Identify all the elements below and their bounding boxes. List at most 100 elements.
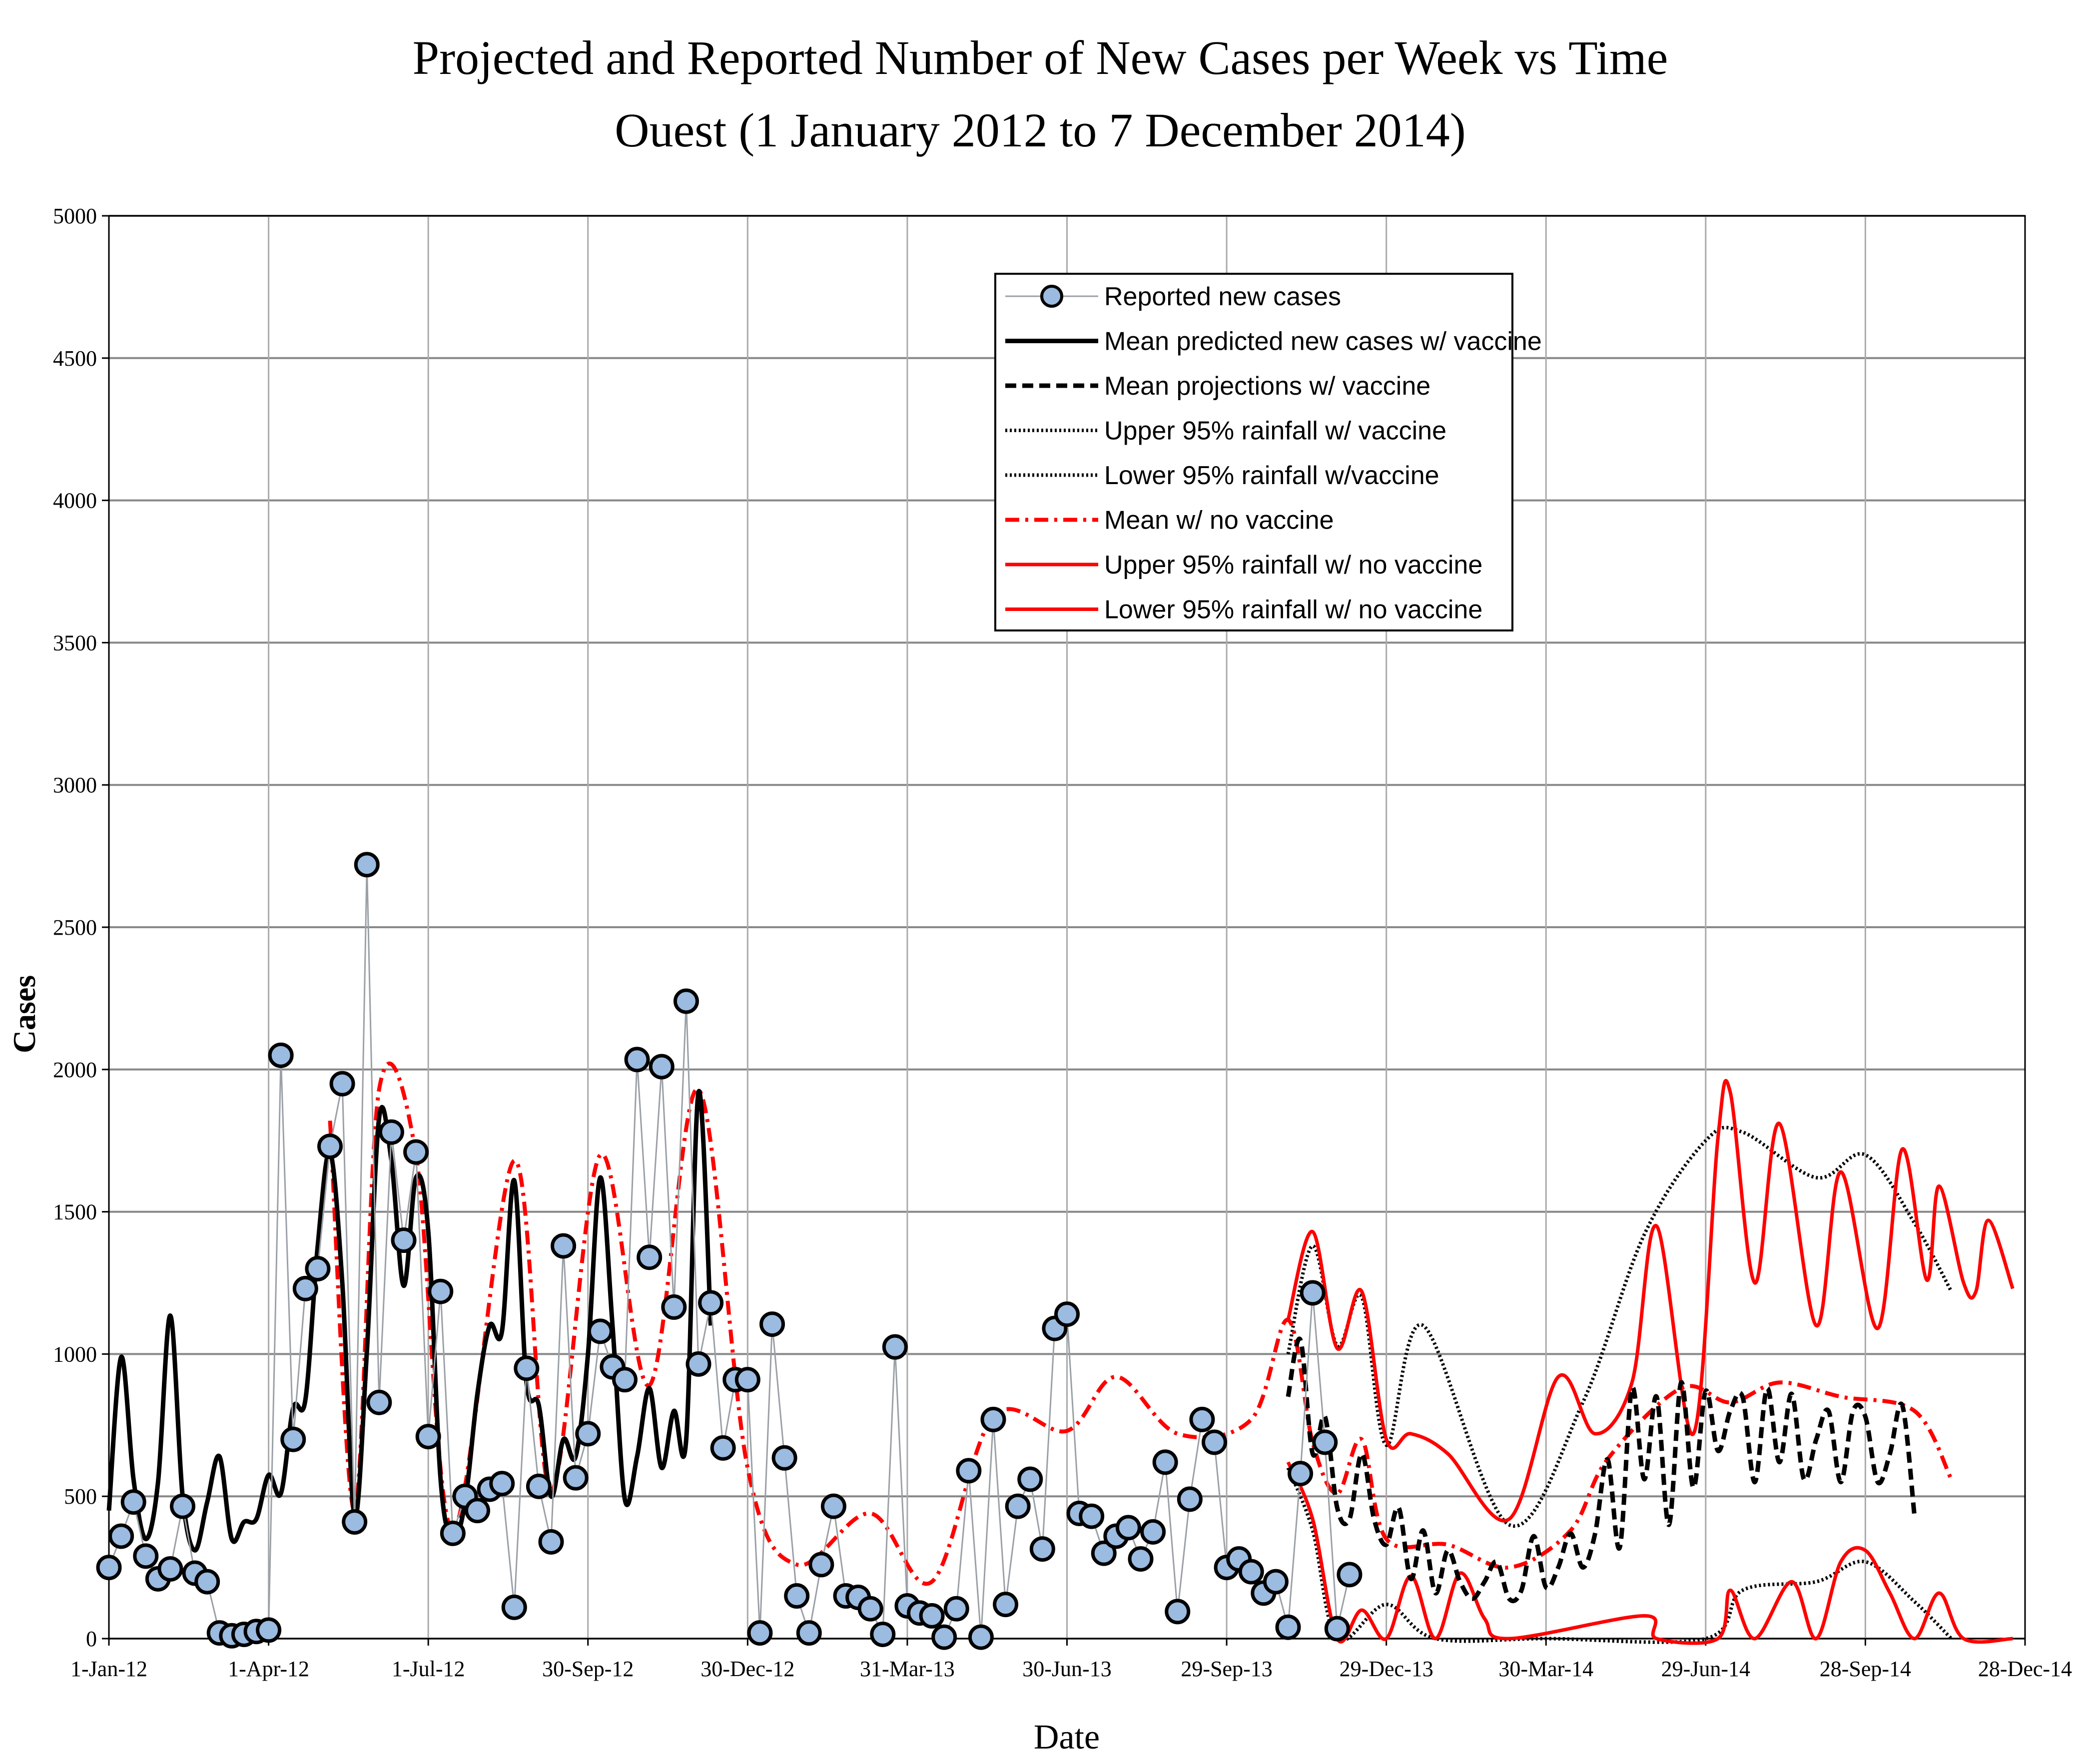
reported-case-point — [686, 1351, 711, 1377]
x-tick-label: 28-Sep-14 — [1820, 1657, 1911, 1681]
reported-case-point — [1091, 1540, 1117, 1566]
y-tick-label: 2500 — [53, 915, 97, 940]
reported-case-point — [1189, 1406, 1215, 1432]
reported-case-point — [1005, 1493, 1031, 1519]
reported-case-point — [378, 1119, 404, 1145]
reported-case-point — [1238, 1559, 1264, 1585]
y-tick-label: 3000 — [53, 773, 97, 797]
reported-case-point — [1079, 1503, 1105, 1529]
reported-case-point — [415, 1424, 441, 1450]
reported-case-point — [870, 1621, 896, 1647]
reported-case-point — [624, 1047, 650, 1073]
reported-case-point — [526, 1473, 552, 1499]
x-tick-label: 30-Dec-12 — [700, 1657, 794, 1681]
y-tick-label: 4500 — [53, 346, 97, 371]
reported-case-point — [194, 1569, 220, 1595]
reported-case-point — [256, 1617, 282, 1643]
reported-case-point — [808, 1552, 834, 1578]
x-tick-label: 31-Mar-13 — [860, 1657, 955, 1681]
reported-case-point — [1337, 1562, 1363, 1588]
reported-case-point — [993, 1592, 1019, 1618]
reported-case-point — [403, 1139, 429, 1165]
reported-case-point — [120, 1489, 146, 1515]
reported-case-point — [710, 1435, 736, 1461]
legend-label: Upper 95% rainfall w/ no vaccine — [1104, 551, 1482, 580]
reported-case-point — [637, 1244, 663, 1270]
reported-case-point — [157, 1556, 183, 1582]
x-axis-label: Date — [1034, 1718, 1100, 1757]
reported-case-point — [1152, 1449, 1178, 1475]
legend: Reported new cases Mean predicted new cas… — [994, 273, 1542, 631]
reported-case-point — [1017, 1466, 1043, 1492]
legend-label: Reported new cases — [1104, 282, 1341, 311]
series-line-upper-95-rainfall-w-vaccine — [1286, 1126, 1953, 1528]
x-tick-label: 29-Jun-14 — [1661, 1657, 1750, 1681]
reported-case-point — [1275, 1614, 1301, 1640]
series-line-mean-predicted-new-cases-w-vaccine — [106, 1089, 713, 1553]
reported-case-point — [1054, 1301, 1080, 1327]
reported-case-point — [1263, 1569, 1289, 1595]
reported-case-point — [882, 1334, 908, 1360]
reported-case-point — [796, 1620, 822, 1646]
reported-case-point — [1165, 1599, 1191, 1625]
reported-case-point — [587, 1318, 613, 1344]
legend-marker — [1040, 285, 1063, 308]
reported-case-point — [980, 1406, 1006, 1432]
x-tick-label: 28-Dec-14 — [1978, 1657, 2072, 1681]
x-tick-label: 30-Mar-14 — [1498, 1657, 1593, 1681]
reported-case-point — [919, 1603, 945, 1629]
series-line-upper-95-rainfall-w-no-vaccine — [1286, 1079, 2015, 1523]
legend-label: Lower 95% rainfall w/ no vaccine — [1104, 595, 1482, 624]
reported-case-point — [1128, 1546, 1154, 1572]
legend-label: Lower 95% rainfall w/vaccine — [1104, 461, 1439, 490]
reported-case-point — [133, 1543, 159, 1569]
reported-case-point — [1300, 1280, 1326, 1306]
reported-case-point — [1177, 1486, 1203, 1512]
reported-case-point — [931, 1624, 957, 1650]
x-tick-label: 1-Jan-12 — [70, 1657, 147, 1681]
reported-case-point — [563, 1465, 589, 1491]
chart-subtitle: Ouest (1 January 2012 to 7 December 2014… — [615, 103, 1466, 157]
reported-case-point — [1288, 1461, 1314, 1487]
reported-case-point — [956, 1458, 982, 1484]
chart-title: Projected and Reported Number of New Cas… — [413, 31, 1668, 84]
y-tick-label: 3500 — [53, 630, 97, 655]
reported-case-point — [734, 1367, 760, 1393]
reported-case-point — [501, 1594, 527, 1620]
x-tick-label: 30-Jun-13 — [1022, 1657, 1111, 1681]
series-line-lower-95-rainfall-w-no-vaccine — [1286, 1461, 2013, 1645]
reported-case-point — [342, 1509, 368, 1535]
y-tick-label: 500 — [64, 1484, 97, 1509]
reported-case-point — [1029, 1536, 1055, 1562]
tick-labels: 0 500 1000 1500 2000 2500 3000 3500 4000 4500 5000… — [53, 204, 2072, 1681]
reported-case-point — [329, 1071, 355, 1097]
reported-case-point — [354, 852, 380, 878]
y-tick-label: 5000 — [53, 204, 97, 228]
y-axis-label: Cases — [6, 975, 42, 1053]
reported-case-point — [268, 1042, 294, 1068]
reported-case-point — [440, 1520, 466, 1546]
reported-case-point — [661, 1294, 687, 1320]
reported-case-point — [649, 1054, 675, 1080]
reported-case-point — [747, 1620, 773, 1646]
reported-markers — [96, 852, 1363, 1650]
reported-case-point — [575, 1421, 601, 1447]
reported-case-point — [968, 1624, 994, 1650]
reported-case-point — [551, 1233, 577, 1259]
reported-case-point — [1202, 1429, 1227, 1455]
x-tick-label: 30-Sep-12 — [542, 1657, 634, 1681]
y-tick-label: 4000 — [53, 489, 97, 513]
reported-case-point — [759, 1311, 785, 1337]
reported-case-point — [514, 1355, 540, 1381]
legend-label: Mean predicted new cases w/ vaccine — [1104, 327, 1542, 356]
y-tick-label: 1000 — [53, 1342, 97, 1366]
legend-label: Mean w/ no vaccine — [1104, 506, 1334, 535]
reported-case-point — [170, 1493, 195, 1519]
reported-case-point — [538, 1529, 564, 1555]
reported-case-point — [943, 1596, 969, 1622]
plot-area-border — [108, 215, 2026, 1640]
reported-case-point — [305, 1256, 331, 1282]
reported-case-point — [96, 1555, 122, 1581]
legend-label: Mean projections w/ vaccine — [1104, 372, 1430, 401]
